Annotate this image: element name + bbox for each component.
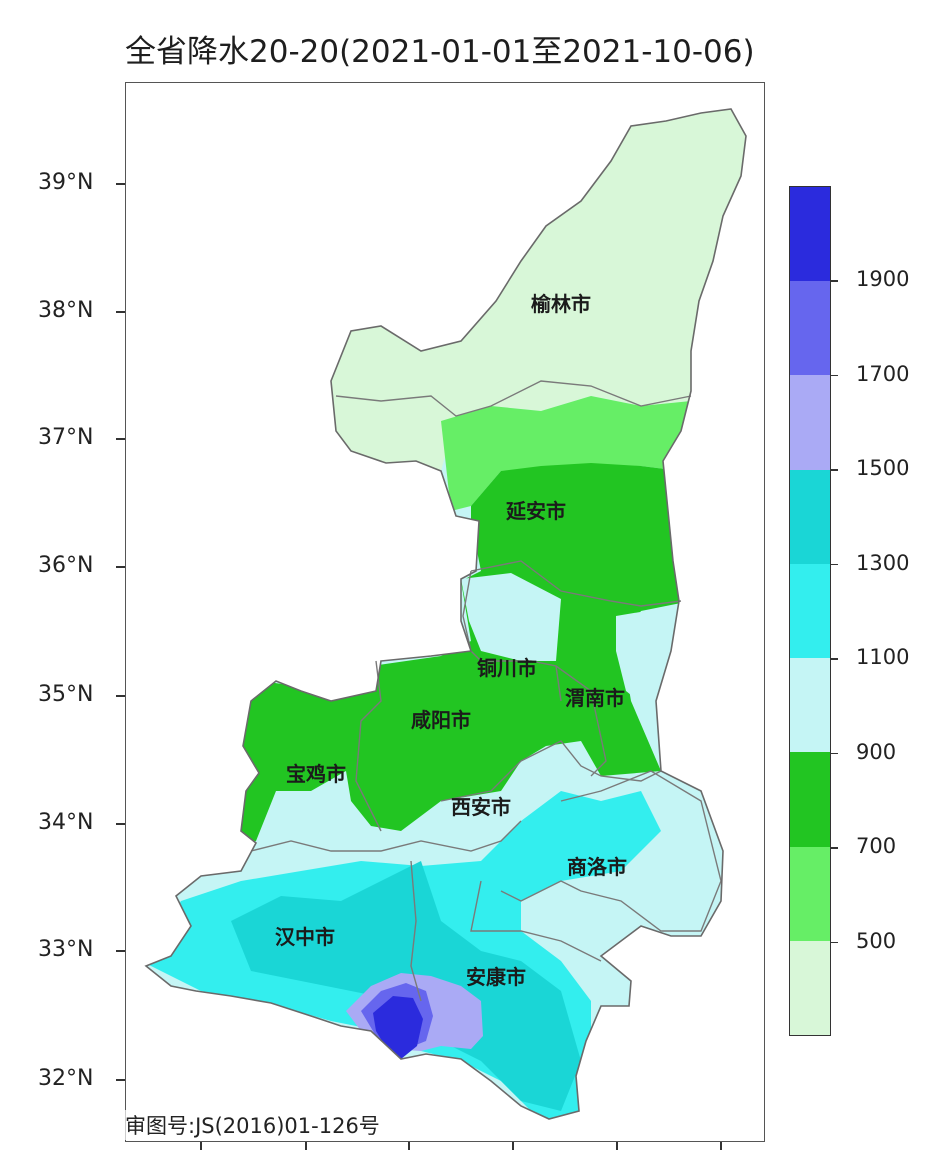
colorbar-tick-label: 1100: [856, 645, 910, 670]
city-labels: 榆林市 延安市 铜川市 渭南市 咸阳市 宝鸡市 西安市 商洛市 汉中市 安康市: [275, 292, 627, 989]
colorbar: [789, 186, 831, 1036]
lon-tick: [720, 1142, 722, 1150]
lon-tick: [305, 1142, 307, 1150]
city-label-baoji: 宝鸡市: [286, 762, 346, 786]
map-frame: 榆林市 延安市 铜川市 渭南市 咸阳市 宝鸡市 西安市 商洛市 汉中市 安康市: [125, 82, 765, 1142]
colorbar-tick: [831, 563, 838, 566]
precipitation-map: 榆林市 延安市 铜川市 渭南市 咸阳市 宝鸡市 西安市 商洛市 汉中市 安康市: [144, 108, 747, 1120]
colorbar-tick: [831, 374, 838, 377]
lat-label-32: 32°N: [38, 1066, 94, 1091]
colorbar-tick: [831, 280, 838, 282]
colorbar-tick-label: 1700: [856, 361, 910, 386]
lat-tick: [116, 823, 125, 825]
lat-label-37: 37°N: [38, 425, 94, 450]
colorbar-tick-label: 1900: [856, 267, 910, 292]
zone-500-700: [441, 396, 691, 511]
colorbar-segment: [790, 752, 830, 847]
colorbar-segment: [790, 375, 830, 470]
lat-label-33: 33°N: [38, 937, 94, 962]
lat-tick: [116, 1079, 125, 1081]
city-label-yulin: 榆林市: [531, 292, 591, 316]
city-label-hanzhong: 汉中市: [275, 925, 335, 949]
lat-tick: [116, 566, 125, 568]
zone-gt1900: [373, 996, 423, 1059]
lat-tick: [116, 438, 125, 440]
zone-900-1100-tongchuan: [461, 573, 561, 661]
city-label-xian: 西安市: [451, 795, 511, 819]
lon-tick: [616, 1142, 618, 1150]
colorbar-segment: [790, 940, 830, 1035]
lat-label-36: 36°N: [38, 553, 94, 578]
lon-tick: [200, 1142, 202, 1150]
colorbar-segment: [790, 281, 830, 376]
colorbar-segment: [790, 846, 830, 941]
lat-label-39: 39°N: [38, 170, 94, 195]
lat-label-35: 35°N: [38, 682, 94, 707]
colorbar-tick: [831, 658, 838, 660]
lat-tick: [116, 950, 125, 952]
colorbar-tick-label: 900: [856, 739, 897, 764]
city-label-weinan: 渭南市: [565, 686, 625, 710]
city-label-ankang: 安康市: [466, 965, 526, 989]
precipitation-fill: [146, 109, 746, 1119]
city-label-yanan: 延安市: [505, 499, 566, 523]
lon-tick: [408, 1142, 410, 1150]
zone-700-900: [231, 463, 691, 851]
colorbar-tick: [831, 847, 838, 849]
colorbar-tick-label: 700: [856, 834, 897, 859]
province-outline: [144, 108, 747, 1120]
lon-tick: [512, 1142, 514, 1150]
city-label-xianyang: 咸阳市: [411, 708, 471, 732]
approval-number: 审图号:JS(2016)01-126号: [125, 1110, 380, 1140]
colorbar-tick-label: 1300: [856, 550, 910, 575]
city-label-shangluo: 商洛市: [567, 855, 627, 879]
colorbar-tick: [831, 469, 838, 471]
lat-tick: [116, 183, 125, 185]
colorbar-tick-label: 500: [856, 928, 897, 953]
city-label-tongchuan: 铜川市: [477, 656, 537, 680]
colorbar-segment: [790, 187, 830, 282]
colorbar-tick: [831, 941, 838, 944]
city-boundaries: [250, 380, 722, 1002]
colorbar-segment: [790, 563, 830, 659]
colorbar-segment: [790, 658, 830, 753]
colorbar-tick: [831, 752, 838, 755]
lat-label-34: 34°N: [38, 810, 94, 835]
colorbar-tick-label: 1500: [856, 456, 910, 481]
map-title: 全省降水20-20(2021-01-01至2021-10-06): [125, 34, 755, 70]
colorbar-segment: [790, 469, 830, 564]
lat-tick: [116, 311, 125, 313]
lat-label-38: 38°N: [38, 298, 94, 323]
lat-tick: [116, 695, 125, 697]
